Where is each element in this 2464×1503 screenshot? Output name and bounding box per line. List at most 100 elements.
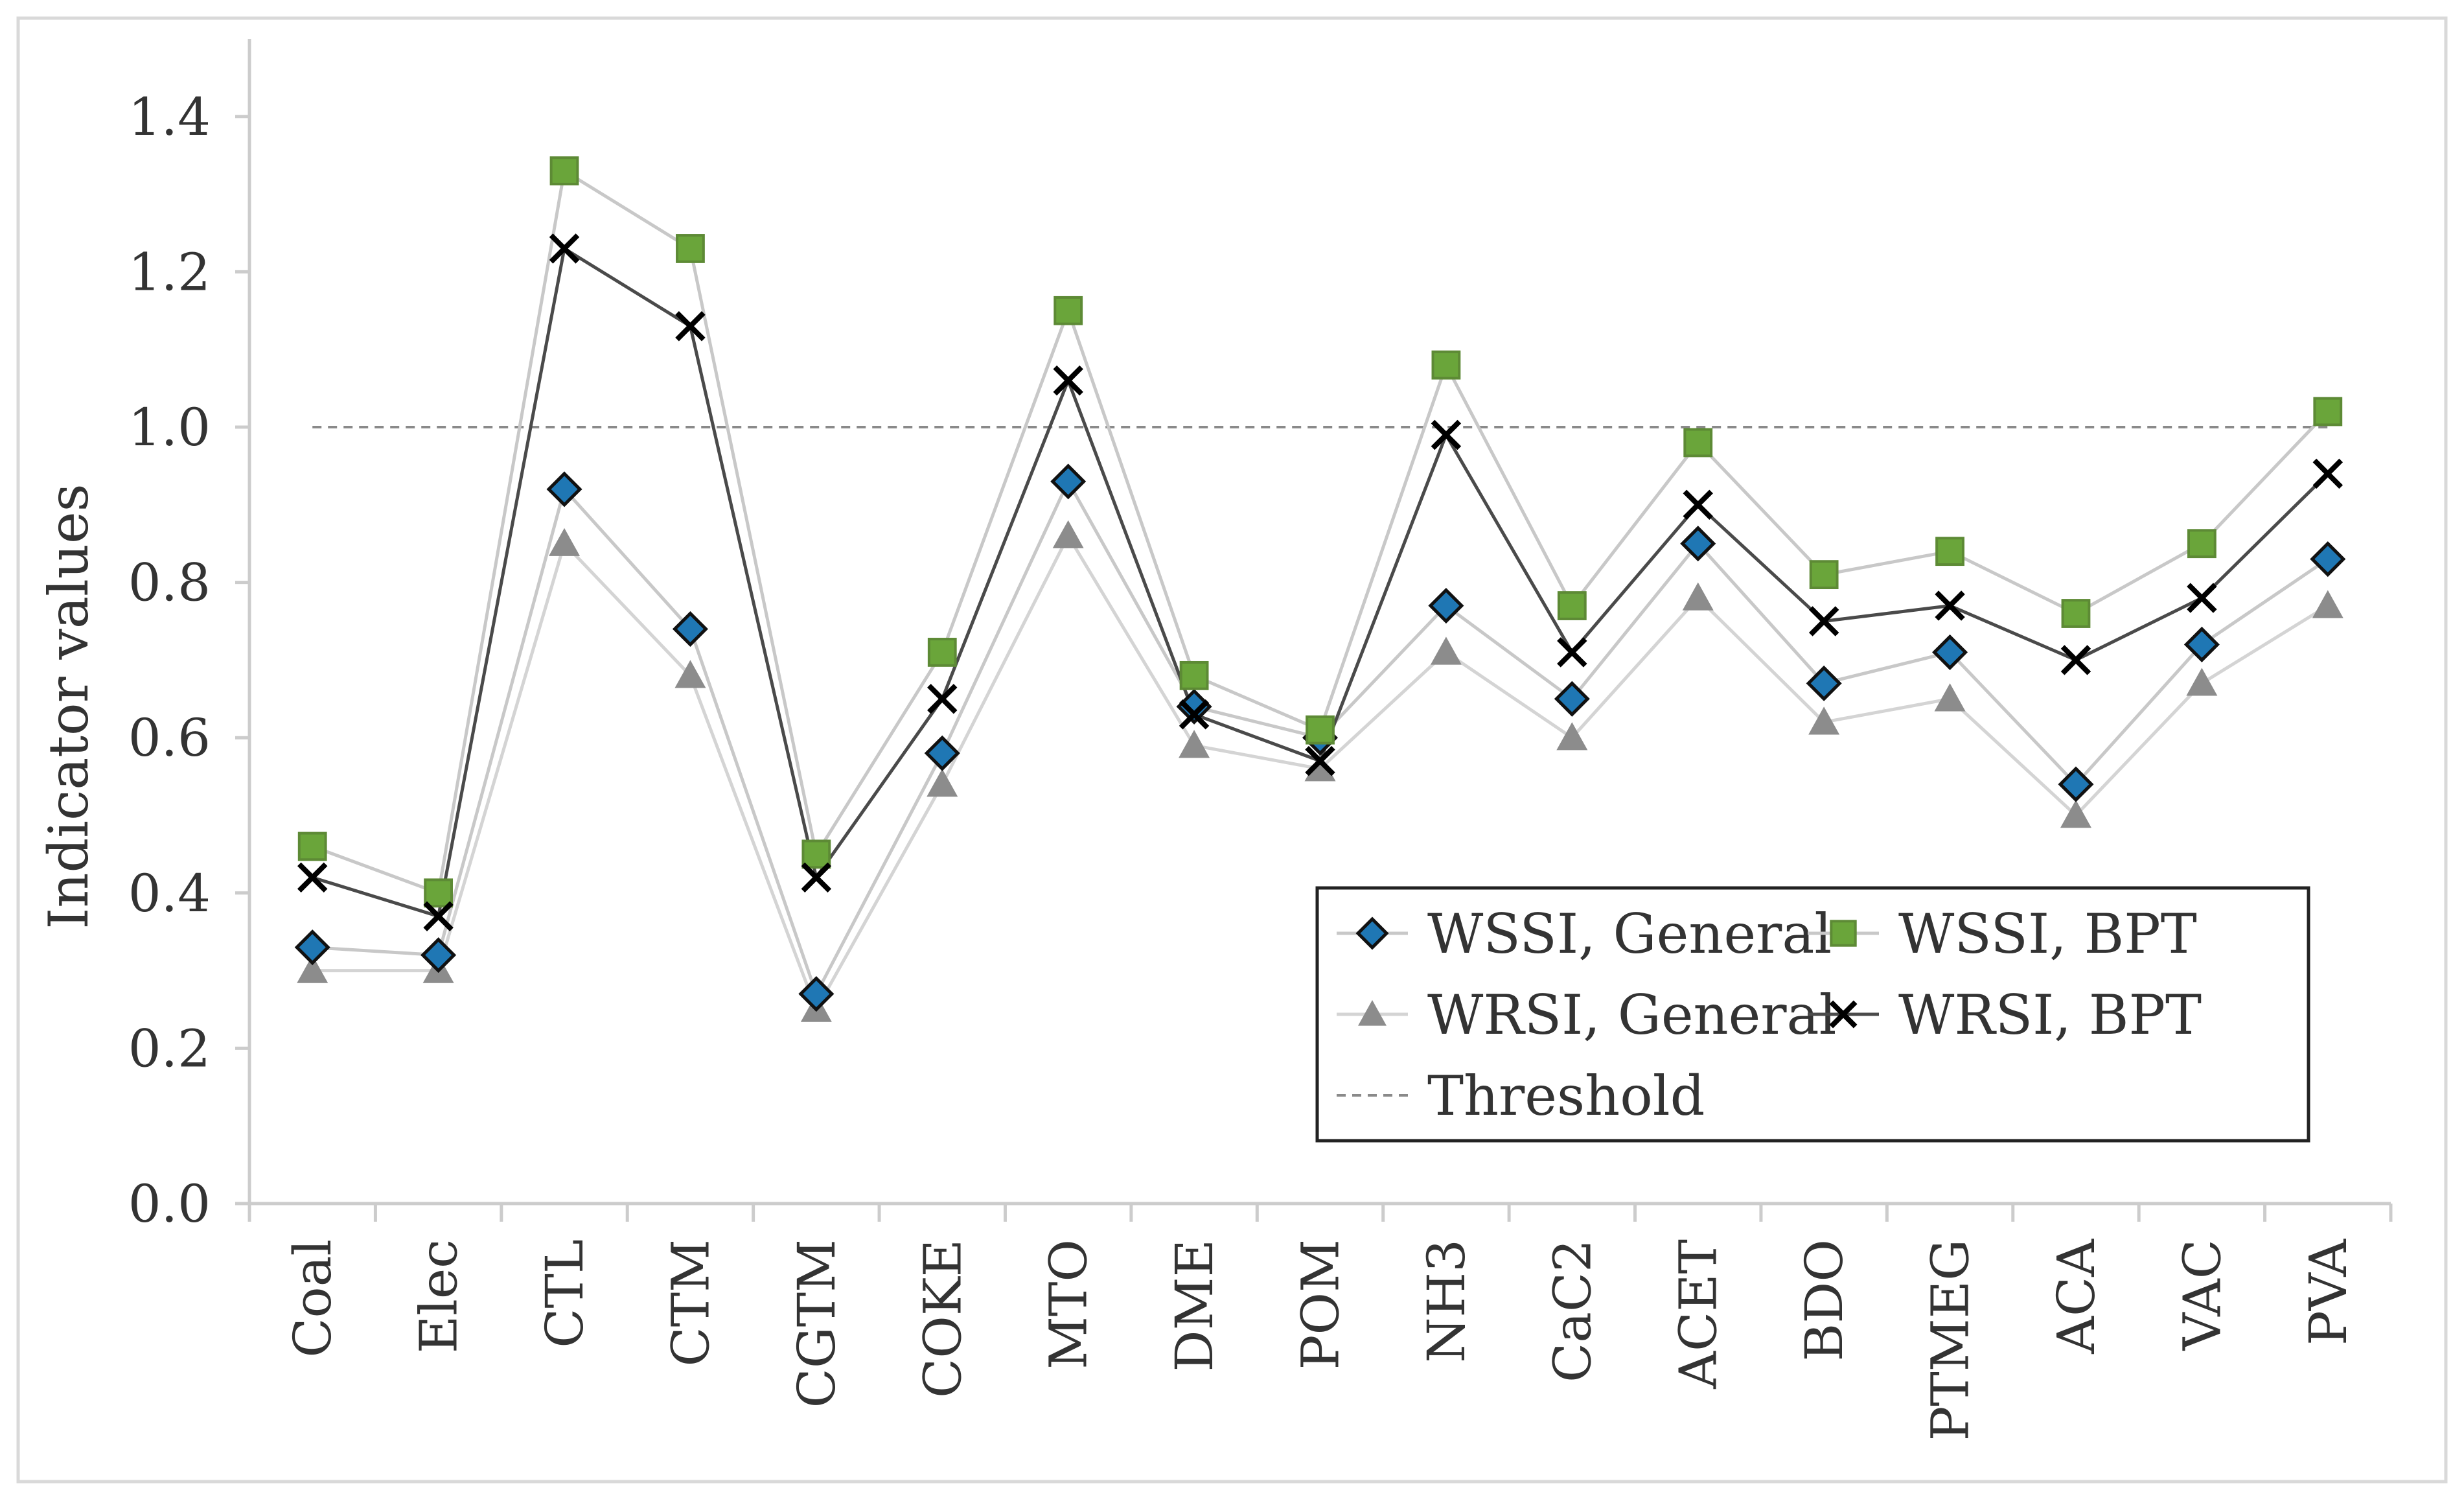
data-point-x xyxy=(423,901,454,931)
y-tick-label: 0.0 xyxy=(128,1174,211,1234)
data-point-x xyxy=(1935,590,1965,621)
data-point-x xyxy=(675,311,706,342)
data-point-x xyxy=(1683,489,1713,520)
y-tick-label: 1.2 xyxy=(128,242,211,302)
x-tick-label: PTMEG xyxy=(1920,1239,1981,1441)
data-point-triangle xyxy=(1556,722,1588,751)
x-tick-label: NH3 xyxy=(1416,1239,1477,1363)
data-point-triangle xyxy=(927,769,958,797)
data-point-diamond xyxy=(2058,766,2094,802)
y-tick-label: 1.0 xyxy=(128,397,211,458)
data-point-diamond xyxy=(1050,463,1087,500)
x-tick-label: DME xyxy=(1164,1239,1225,1371)
data-point-diamond xyxy=(1554,681,1590,717)
data-point-triangle xyxy=(1430,636,1462,665)
data-point-square xyxy=(801,839,831,869)
data-point-square xyxy=(927,638,957,667)
data-point-square xyxy=(424,878,454,908)
data-point-square xyxy=(1431,350,1461,380)
x-tick-label: POM xyxy=(1291,1239,1351,1369)
y-tick-label: 0.2 xyxy=(128,1018,211,1078)
legend-label: WRSI, General xyxy=(1427,983,1836,1047)
x-tick-label: VAC xyxy=(2172,1239,2232,1351)
y-tick-label: 0.8 xyxy=(128,553,211,613)
data-point-x xyxy=(801,862,832,893)
data-point-square xyxy=(1809,560,1839,590)
x-tick-label: BDO xyxy=(1794,1239,1854,1362)
legend-label: WSSI, BPT xyxy=(1898,902,2197,966)
legend-marker-triangle xyxy=(1358,1000,1387,1026)
data-point-diamond xyxy=(1806,665,1842,701)
x-tick-label: Elec xyxy=(409,1239,469,1353)
x-tick-label: MTO xyxy=(1039,1239,1099,1369)
data-point-triangle xyxy=(549,528,581,556)
data-point-square xyxy=(1306,715,1335,745)
data-point-x xyxy=(927,684,958,714)
axes: 0.0 0.2 0.4 0.6 0.8 1.0 1.2 1.4 Coal Elec CTL CTM CG… xyxy=(128,39,2393,1441)
data-point-diamond xyxy=(672,611,708,647)
data-point-diamond xyxy=(798,976,835,1012)
legend-marker-square xyxy=(1830,920,1857,947)
x-tick-label: ACET xyxy=(1668,1239,1729,1390)
x-tick-label: CaC2 xyxy=(1542,1239,1602,1382)
data-point-x xyxy=(1557,637,1587,668)
data-point-triangle xyxy=(1179,730,1210,758)
data-point-diamond xyxy=(294,929,330,966)
legend-marker-x xyxy=(1829,1000,1858,1029)
legend-marker-diamond xyxy=(1355,916,1389,950)
data-point-x xyxy=(1431,419,1462,450)
data-point-x xyxy=(297,862,328,893)
series-markers xyxy=(294,156,2346,1022)
legend-label: WSSI, General xyxy=(1427,902,1832,966)
data-point-x xyxy=(1808,606,1839,636)
data-point-diamond xyxy=(1428,588,1464,624)
data-point-triangle xyxy=(674,660,706,688)
data-point-triangle xyxy=(1052,520,1084,548)
x-tick-label: CTM xyxy=(660,1239,720,1366)
data-point-square xyxy=(2313,397,2343,426)
data-point-diamond xyxy=(1932,634,1968,670)
data-point-x xyxy=(1179,699,1210,730)
data-point-x xyxy=(549,233,580,264)
data-point-square xyxy=(1683,428,1713,458)
data-point-x xyxy=(2060,645,2091,675)
data-point-square xyxy=(2187,529,2216,559)
x-tick-label: COKE xyxy=(912,1239,973,1398)
data-point-square xyxy=(2061,599,2091,628)
x-tick-label: Coal xyxy=(282,1239,343,1358)
legend-label: WRSI, BPT xyxy=(1898,983,2202,1047)
data-point-triangle xyxy=(2312,590,2343,618)
data-point-square xyxy=(1179,660,1209,690)
data-point-triangle xyxy=(2060,800,2091,828)
data-point-triangle xyxy=(1304,753,1336,782)
data-point-square xyxy=(676,234,705,263)
data-point-x xyxy=(2312,458,2343,489)
data-point-triangle xyxy=(297,955,328,983)
y-tick-label: 0.4 xyxy=(128,863,211,924)
data-point-square xyxy=(1935,537,1964,566)
y-tick-label: 1.4 xyxy=(128,87,211,147)
data-point-triangle xyxy=(1682,582,1714,611)
data-point-triangle xyxy=(1808,706,1840,735)
legend: WSSI, General WSSI, BPT WRSI, General WRSI,… xyxy=(1315,886,2310,1143)
x-tick-label: CGTM xyxy=(787,1239,847,1408)
x-tick-label: CTL xyxy=(535,1239,595,1348)
data-point-x xyxy=(1053,365,1083,396)
data-point-square xyxy=(1054,296,1083,325)
data-point-triangle xyxy=(2186,668,2218,696)
x-tick-label: ACA xyxy=(2046,1239,2106,1355)
data-point-diamond xyxy=(1680,526,1716,562)
data-point-square xyxy=(297,832,327,861)
data-point-square xyxy=(549,156,579,186)
data-point-diamond xyxy=(2310,541,2346,577)
data-point-triangle xyxy=(1934,683,1966,712)
legend-label: Threshold xyxy=(1427,1064,1705,1128)
data-point-x xyxy=(2187,583,2217,613)
data-point-diamond xyxy=(2183,626,2220,662)
y-tick-label: 0.6 xyxy=(128,708,211,768)
data-point-diamond xyxy=(420,937,457,973)
y-axis-title: Indicator values xyxy=(37,484,100,929)
data-point-diamond xyxy=(546,471,582,507)
